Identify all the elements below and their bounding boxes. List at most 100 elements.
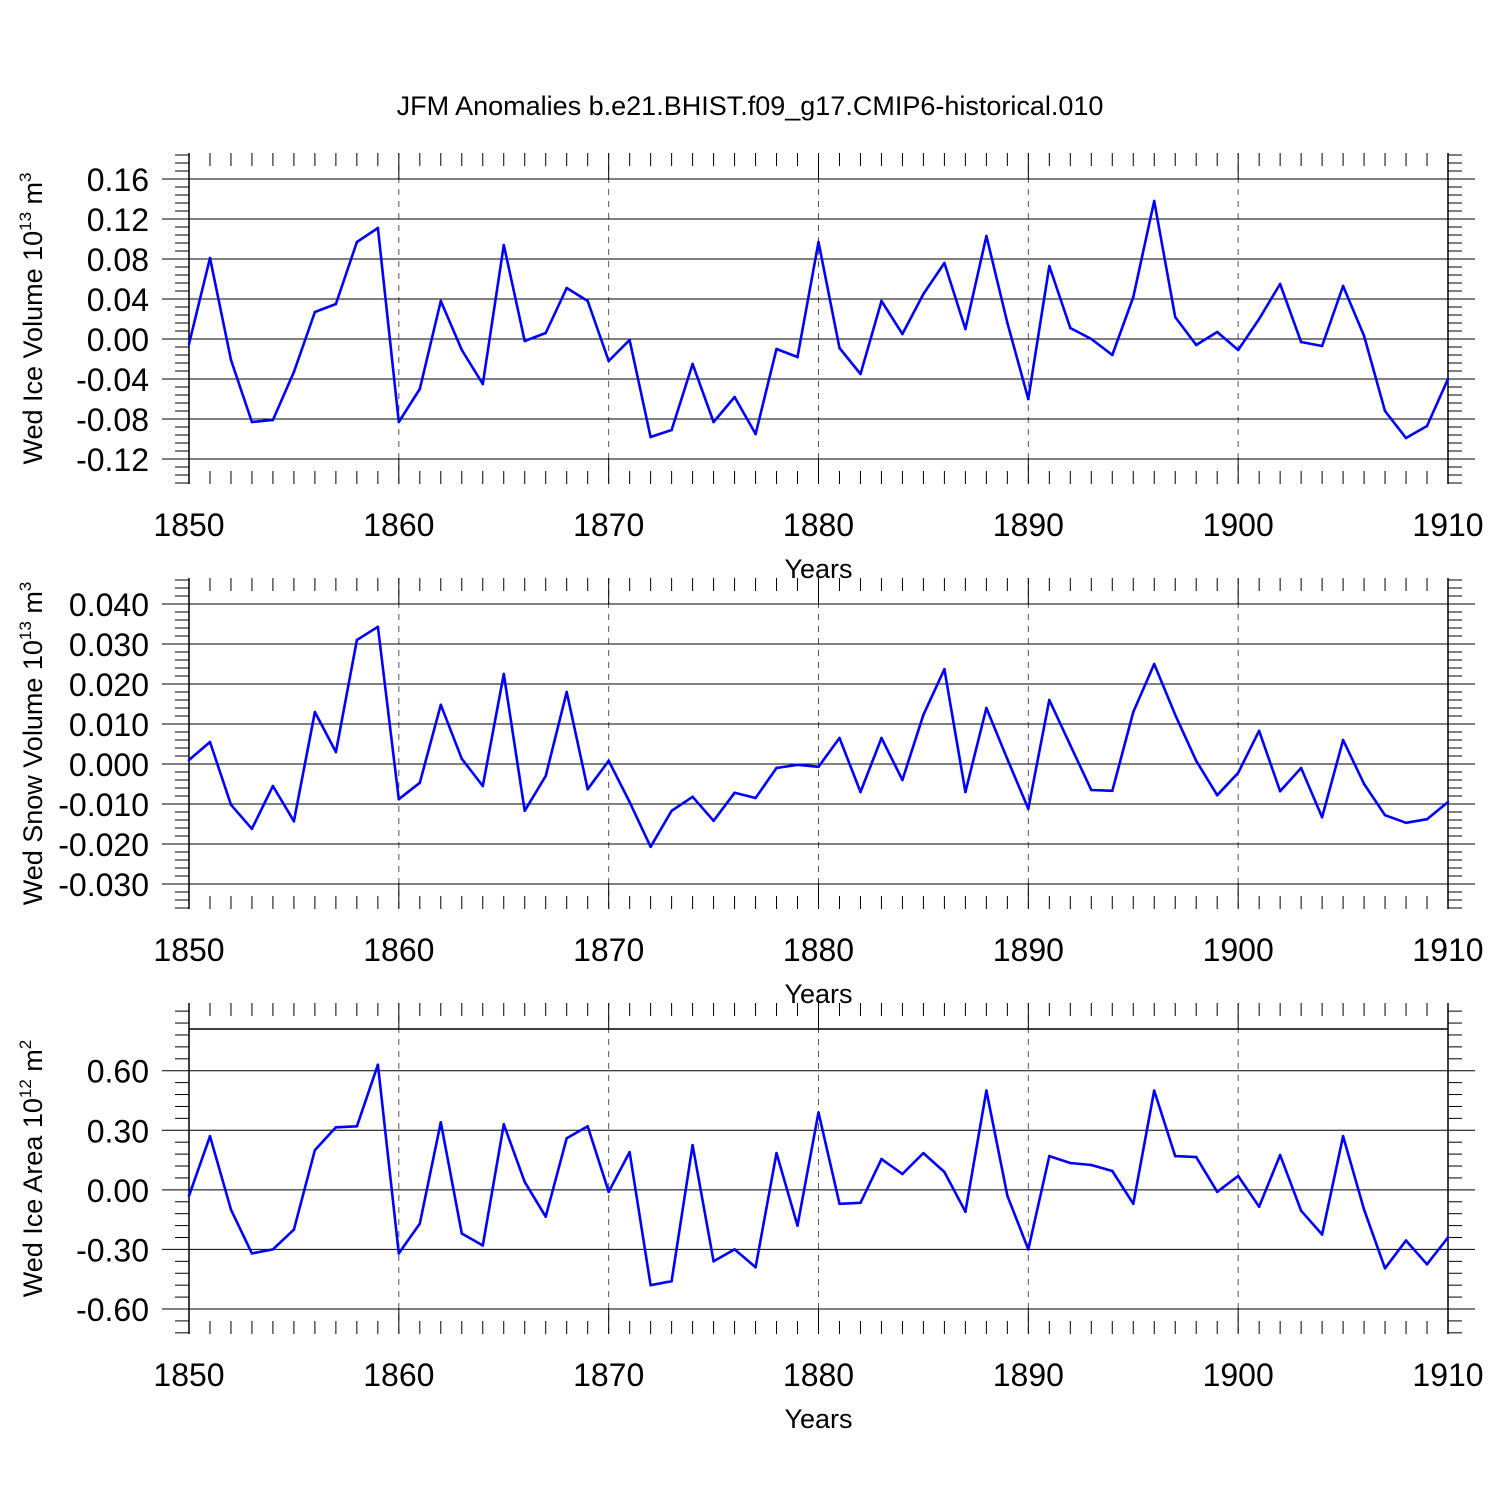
x-tick-label: 1890 — [993, 932, 1064, 968]
y-tick-label: -0.60 — [76, 1292, 149, 1328]
panel-ice-area: -0.60 -0.30 0.00 0.30 0.60 1850 1860 1870 1880 18… — [16, 1003, 1484, 1434]
data-point — [586, 1125, 589, 1128]
data-point — [1320, 344, 1324, 348]
data-point — [250, 1252, 254, 1255]
data-point — [943, 667, 946, 671]
data-point — [901, 332, 904, 336]
data-point — [523, 1180, 527, 1184]
y-tick-label: 0.12 — [87, 202, 149, 238]
data-point — [460, 1232, 464, 1235]
data-point — [1257, 729, 1261, 733]
x-tick-label: 1900 — [1203, 1357, 1274, 1393]
data-point — [1048, 1154, 1051, 1158]
data-point — [313, 1148, 317, 1152]
data-point — [607, 1190, 610, 1194]
data-point — [1006, 321, 1009, 325]
data-point — [796, 763, 799, 767]
data-point — [754, 1265, 757, 1269]
y-tick-label: -0.020 — [58, 827, 149, 863]
data-point — [628, 1150, 631, 1154]
y-tick-label: 0.08 — [87, 242, 149, 278]
data-point — [670, 809, 673, 813]
data-point — [1425, 1263, 1429, 1266]
y-tick-label: -0.030 — [58, 867, 149, 903]
data-point — [376, 625, 380, 629]
data-point — [187, 1194, 191, 1198]
data-point — [502, 672, 506, 676]
y-tick-label: 0.04 — [87, 282, 149, 318]
x-tick-label: 1880 — [783, 507, 854, 543]
y-tick-label: 0.30 — [87, 1113, 149, 1149]
data-point — [1236, 348, 1240, 352]
data-point — [355, 638, 359, 642]
data-point — [754, 432, 757, 436]
x-tick-label: 1890 — [993, 1357, 1064, 1393]
data-point — [502, 1123, 506, 1126]
data-point — [607, 759, 610, 763]
data-point — [1299, 766, 1303, 770]
data-point — [1131, 710, 1135, 714]
data-point — [607, 359, 610, 363]
data-point — [670, 428, 673, 432]
data-point — [1027, 397, 1030, 401]
data-point — [859, 790, 862, 794]
data-point — [586, 787, 589, 791]
data-point — [817, 1111, 820, 1114]
data-point — [586, 299, 589, 303]
data-point — [1089, 337, 1093, 341]
data-point — [229, 358, 233, 362]
data-point — [796, 355, 799, 359]
data-point — [397, 420, 401, 424]
data-point — [313, 310, 317, 314]
data-point — [1257, 1205, 1261, 1209]
x-tick-label: 1900 — [1203, 932, 1274, 968]
data-point — [628, 800, 631, 804]
data-point — [838, 346, 841, 350]
data-point — [943, 1170, 946, 1174]
data-point — [460, 757, 464, 761]
data-point — [1446, 800, 1450, 804]
data-point — [691, 795, 694, 799]
data-point — [691, 362, 694, 366]
data-point — [1110, 353, 1114, 357]
data-point — [313, 710, 317, 714]
y-tick-label: 0.00 — [87, 1173, 149, 1209]
data-point — [292, 819, 296, 823]
data-point — [229, 1208, 233, 1212]
data-point — [544, 774, 548, 778]
data-point — [250, 827, 254, 831]
data-point — [1425, 817, 1429, 821]
data-point — [1152, 199, 1156, 203]
data-point — [1110, 789, 1114, 793]
data-point — [418, 1222, 422, 1225]
x-tick-label: 1890 — [993, 507, 1064, 543]
y-tick-label: -0.04 — [76, 362, 149, 398]
data-point — [355, 1125, 359, 1128]
data-point — [355, 240, 359, 244]
data-point — [901, 1172, 904, 1176]
data-point — [208, 256, 212, 260]
y-tick-label: 0.040 — [69, 587, 149, 623]
data-point — [481, 784, 485, 788]
data-point — [880, 736, 883, 740]
data-point — [733, 395, 736, 399]
y-tick-label: 0.030 — [69, 627, 149, 663]
data-point — [208, 740, 212, 744]
y-tick-label: -0.12 — [76, 442, 149, 478]
data-point — [1006, 1194, 1009, 1198]
data-point — [691, 1143, 694, 1147]
data-point — [1048, 698, 1051, 702]
data-point — [1152, 662, 1156, 666]
data-point — [187, 342, 191, 346]
x-tick-label: 1870 — [573, 1357, 644, 1393]
x-axis-label: Years — [784, 1404, 852, 1434]
data-point — [397, 1252, 401, 1255]
data-point — [649, 1283, 652, 1287]
data-point — [376, 226, 380, 230]
y-tick-label: 0.020 — [69, 667, 149, 703]
data-point — [334, 1125, 338, 1129]
data-point — [481, 382, 485, 386]
data-point — [1383, 409, 1387, 413]
data-point — [1194, 343, 1198, 347]
data-point — [712, 819, 715, 823]
